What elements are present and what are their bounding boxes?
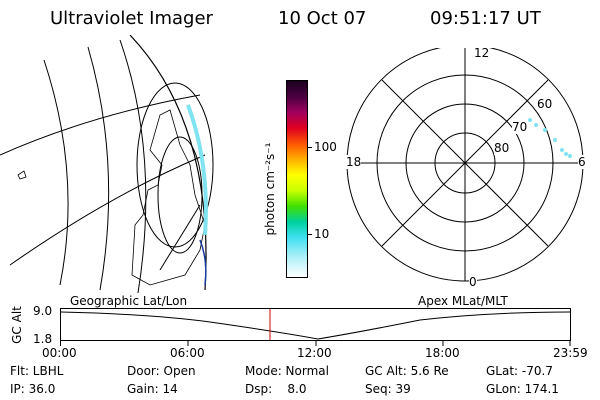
gc-alt-status: GC Alt: 5.6 Re [365, 364, 449, 378]
parallel-line [0, 94, 201, 156]
aurora-arc [186, 104, 208, 236]
xtick-label-1800: 18:00 [425, 346, 460, 360]
xtick-label-1200: 12:00 [297, 346, 332, 360]
latitude-circle [136, 82, 214, 248]
gain-status: Gain: 14 [127, 382, 178, 396]
mlt-label-6: 6 [578, 155, 586, 169]
timeline-frame [60, 308, 571, 341]
night-terminator-edge [199, 239, 207, 286]
mlt-label-18: 18 [346, 155, 362, 169]
date-label: 10 Oct 07 [278, 8, 367, 29]
xtick-label-2359: 23:59 [553, 346, 588, 360]
seq-status: Seq: 39 [365, 382, 411, 396]
xtick-label-0600: 06:00 [170, 346, 205, 360]
aurora-point [543, 128, 547, 132]
timeline-ytick-9: 9.0 [33, 304, 53, 318]
continent-outline [131, 109, 206, 286]
parallel-line [159, 204, 201, 271]
mlat-label-60: 60 [537, 97, 553, 111]
colorbar-tick-label-100: 100 [314, 140, 337, 154]
aurora-points [528, 118, 572, 158]
colorbar-tick-label-10: 10 [314, 227, 330, 241]
dsp-status: Dsp: 8.0 [245, 382, 307, 396]
glat-status: GLat: -70.7 [486, 364, 553, 378]
door-status: Door: Open [127, 364, 196, 378]
ip-status: IP: 36.0 [10, 382, 56, 396]
filter-status: Flt: LBHL [10, 364, 64, 378]
island-outline [17, 170, 27, 180]
earth-limb [129, 35, 207, 291]
timeline-xticks [60, 340, 571, 346]
time-label: 09:51:17 UT [430, 8, 541, 29]
meridian-line [119, 39, 147, 294]
mlat-label-80: 80 [494, 141, 510, 155]
altitude-timeline [60, 308, 571, 346]
aurora-point [564, 152, 568, 156]
meridian-line [43, 59, 69, 286]
geographic-globe-view [0, 35, 214, 294]
timeline-y-label: GC Alt [9, 306, 24, 344]
parallel-line [9, 154, 206, 266]
glon-status: GLon: 174.1 [486, 382, 559, 396]
colorbar-tick [307, 147, 312, 148]
aurora-point [534, 123, 538, 127]
mlt-label-0: 0 [469, 275, 477, 289]
polar-diagonal [381, 79, 549, 247]
colorbar-unit-label: photon cm⁻²s⁻¹ [263, 142, 277, 236]
instrument-title: Ultraviolet Imager [50, 8, 213, 29]
aurora-point [560, 148, 564, 152]
altitude-curve [60, 311, 571, 340]
polar-mlt-plot [346, 48, 584, 282]
aurora-point [553, 138, 557, 142]
aurora-point [528, 118, 532, 122]
meridian-line [87, 46, 110, 291]
timeline-ytick-1_8: 1.8 [33, 332, 53, 346]
mode-status: Mode: Normal [245, 364, 329, 378]
mlt-label-12: 12 [474, 46, 490, 60]
xtick-label-0000: 00:00 [42, 346, 77, 360]
apex-caption: Apex MLat/MLT [418, 294, 508, 308]
geographic-caption: Geographic Lat/Lon [70, 294, 188, 308]
aurora-point [568, 154, 572, 158]
colorbar [286, 80, 308, 278]
mlat-label-70: 70 [512, 120, 528, 134]
colorbar-tick [307, 234, 312, 235]
